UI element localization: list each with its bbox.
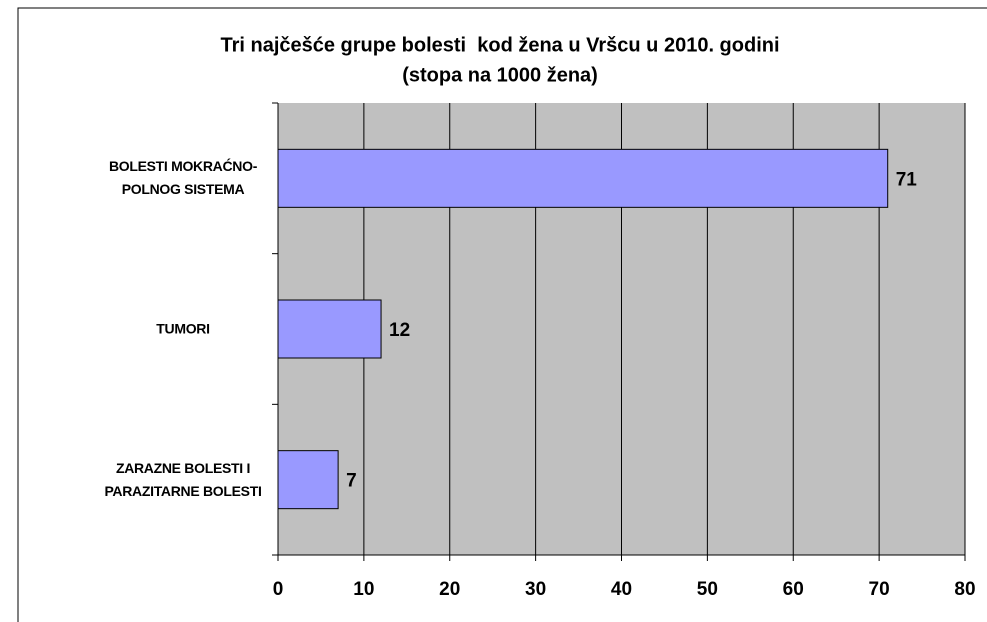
- x-tick-label: 60: [783, 579, 804, 600]
- x-tick-label: 80: [954, 579, 975, 600]
- x-tick-label: 10: [353, 579, 374, 600]
- y-tick-label: BOLESTI MOKRAĆNO-POLNOG SISTEMA: [108, 158, 258, 198]
- data-label: 12: [389, 320, 410, 341]
- y-tick-label: TUMORI: [156, 320, 210, 337]
- chart-title: Tri najčešće grupe bolesti kod žena u Vr…: [220, 34, 779, 56]
- x-tick-label: 40: [611, 579, 632, 600]
- x-tick-label: 0: [273, 579, 284, 600]
- chart-frame: [17, 7, 987, 622]
- x-tick-label: 70: [869, 579, 890, 600]
- x-tick-label: 50: [697, 579, 718, 600]
- data-label: 71: [896, 169, 918, 190]
- bar: [277, 299, 382, 359]
- bar: [277, 450, 339, 510]
- x-tick-label: 30: [525, 579, 546, 600]
- data-label: 7: [346, 471, 357, 492]
- chart-subtitle: (stopa na 1000 žena): [402, 64, 598, 86]
- bar: [277, 148, 889, 208]
- y-tick-label: ZARAZNE BOLESTI I PARAZITARNE BOLESTI: [104, 459, 262, 499]
- x-tick-label: 20: [439, 579, 460, 600]
